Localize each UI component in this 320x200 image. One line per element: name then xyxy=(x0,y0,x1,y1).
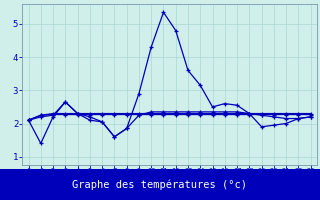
Text: Graphe des températures (°c): Graphe des températures (°c) xyxy=(73,179,247,190)
